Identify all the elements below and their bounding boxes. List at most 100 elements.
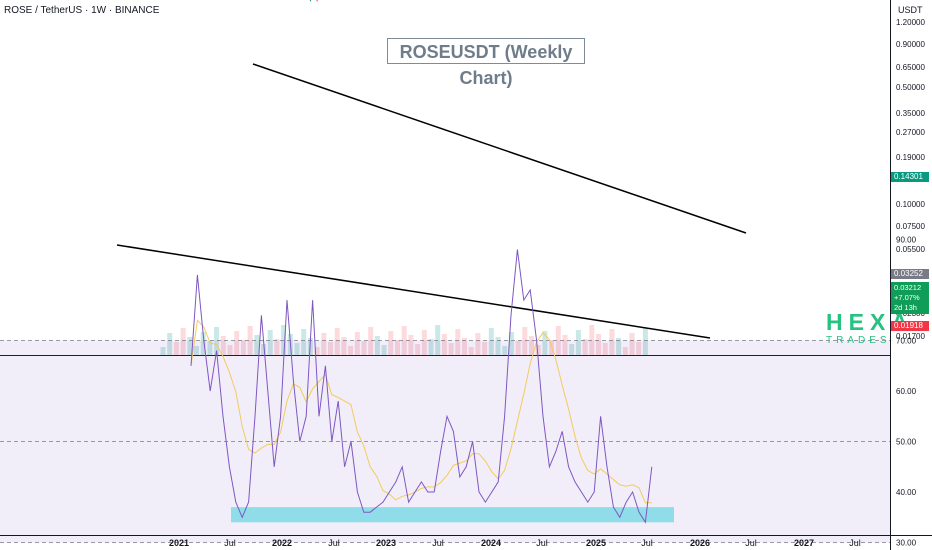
price-tick-label[interactable]: 0.35000: [896, 109, 925, 118]
volume-bar: [616, 338, 622, 355]
time-tick-label[interactable]: 2021: [169, 538, 189, 548]
volume-bar: [555, 326, 561, 355]
volume-bar: [475, 333, 481, 355]
price-tick-label[interactable]: 0.07500: [896, 222, 925, 231]
chart-title: ROSEUSDT (Weekly Chart): [387, 38, 585, 88]
currency-label: USDT: [898, 5, 923, 15]
volume-bar: [415, 344, 421, 355]
price-change-value: +7.07%: [894, 293, 920, 302]
time-axis-ticks[interactable]: 2021 Jul 2022 Jul 2023 Jul 2024 Jul 2025 Jul 2026 J…: [169, 538, 861, 548]
price-tick-label[interactable]: 0.19000: [896, 153, 925, 162]
price-axis-ticks[interactable]: 1.20000 0.90000 0.65000 0.50000 0.35000 0.270…: [896, 18, 925, 341]
time-tick-label[interactable]: Jul: [849, 538, 861, 548]
volume-bar: [582, 339, 588, 355]
volume-bar: [374, 336, 380, 355]
volume-bar: [468, 347, 474, 355]
volume-bar: [488, 328, 494, 355]
volume-bar: [254, 335, 260, 355]
rsi-support-zone: [231, 507, 674, 523]
volume-bars: [160, 325, 648, 355]
time-tick-label[interactable]: Jul: [536, 538, 548, 548]
volume-bar: [575, 330, 581, 355]
volume-bar: [495, 337, 501, 355]
rsi-tick-label[interactable]: 50.00: [896, 438, 917, 447]
volume-bar: [334, 328, 340, 355]
time-tick-label[interactable]: 2024: [481, 538, 501, 548]
volume-bar: [227, 345, 233, 355]
price-tick-label[interactable]: 0.01700: [896, 332, 925, 341]
volume-bar: [602, 343, 608, 355]
volume-bar: [589, 325, 595, 355]
rsi-line: [190, 249, 653, 524]
volume-bar: [200, 332, 206, 355]
brand-logo: HEXA TRADES: [826, 309, 914, 347]
price-tick-label[interactable]: 0.65000: [896, 63, 925, 72]
volume-bar: [388, 331, 394, 355]
volume-bar: [160, 347, 166, 355]
time-tick-label[interactable]: Jul: [224, 538, 236, 548]
last-price-box: 0.03212 +7.07% 2d 13h: [891, 282, 929, 314]
price-tick-label[interactable]: 0.05500: [896, 245, 925, 254]
time-tick-label[interactable]: 2025: [586, 538, 606, 548]
price-tick-label[interactable]: 0.10000: [896, 200, 925, 209]
brand-name: HEXA: [826, 309, 914, 335]
brand-tagline: TRADES: [826, 335, 891, 346]
rsi-tick-label[interactable]: 60.00: [896, 387, 917, 396]
rsi-tick-label[interactable]: 40.00: [896, 488, 917, 497]
time-tick-label[interactable]: 2023: [376, 538, 396, 548]
volume-bar: [294, 343, 300, 355]
volume-bar: [448, 343, 454, 355]
volume-bar: [609, 329, 615, 355]
volume-bar: [368, 327, 374, 355]
volume-bar: [408, 335, 414, 355]
stop-price-tag: 0.01918: [891, 321, 929, 331]
volume-bar: [629, 333, 635, 355]
rsi-level-lines: [0, 340, 890, 543]
volume-bar: [421, 330, 427, 355]
volume-bar: [187, 337, 193, 355]
price-tick-label[interactable]: 0.50000: [896, 83, 925, 92]
volume-bar: [482, 342, 488, 355]
volume-bar: [636, 342, 642, 355]
time-tick-label[interactable]: Jul: [328, 538, 340, 548]
volume-bar: [361, 341, 367, 355]
volume-bar: [428, 339, 434, 355]
volume-bar: [395, 340, 400, 355]
last-price-value: 0.03212: [894, 283, 922, 292]
rsi-tick-label[interactable]: 30.00: [896, 539, 917, 548]
volume-bar: [522, 327, 528, 355]
volume-bar: [515, 341, 521, 355]
rsi-moving-average-line: [190, 319, 652, 504]
price-tick-label[interactable]: 0.27000: [896, 128, 925, 137]
time-tick-label[interactable]: Jul: [432, 538, 444, 548]
price-tick-label[interactable]: 0.90000: [896, 40, 925, 49]
time-tick-label[interactable]: Jul: [641, 538, 653, 548]
symbol-header[interactable]: ROSE / TetherUS · 1W · BINANCE: [4, 5, 160, 16]
volume-bar: [173, 342, 179, 355]
volume-bar: [535, 345, 541, 355]
volume-bar: [354, 332, 360, 355]
rsi-tick-label[interactable]: 70.00: [896, 337, 917, 346]
volume-bar: [441, 334, 447, 355]
volume-bar: [234, 331, 240, 355]
volume-bar: [455, 329, 461, 355]
time-tick-label[interactable]: 2026: [690, 538, 710, 548]
candlestick-series: [309, 0, 318, 2]
volume-bar: [267, 330, 273, 355]
time-tick-label[interactable]: Jul: [745, 538, 757, 548]
volume-bar: [622, 347, 628, 355]
volume-bar: [401, 326, 407, 355]
volume-bar: [261, 344, 266, 355]
volume-bar: [462, 338, 467, 355]
time-tick-label[interactable]: 2022: [272, 538, 292, 548]
volume-bar: [569, 344, 575, 355]
target-price-tag: 0.14301: [891, 172, 929, 182]
time-tick-label[interactable]: 2027: [794, 538, 814, 548]
volume-bar: [194, 346, 199, 355]
volume-bar: [274, 339, 280, 355]
rsi-tick-label[interactable]: 90.00: [896, 236, 917, 245]
volume-bar: [281, 325, 287, 355]
volume-bar: [301, 329, 307, 355]
price-tick-label[interactable]: 1.20000: [896, 18, 925, 27]
